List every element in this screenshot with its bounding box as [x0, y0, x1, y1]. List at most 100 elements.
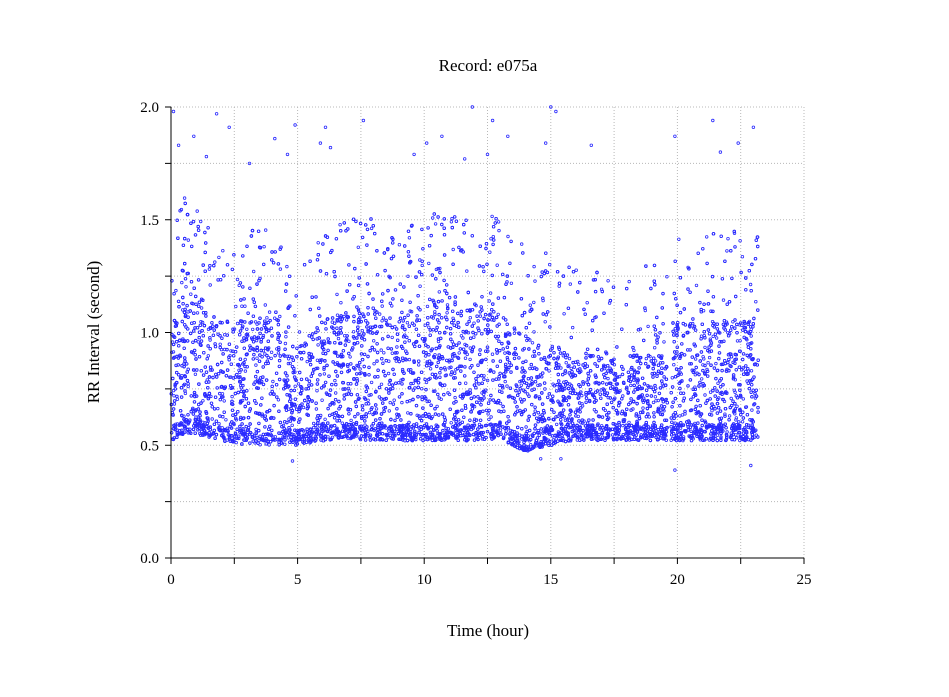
data-point: [579, 421, 583, 425]
data-point: [750, 408, 754, 412]
data-point: [532, 330, 536, 334]
data-point: [688, 362, 692, 366]
data-point: [513, 328, 517, 332]
data-point: [524, 425, 528, 429]
data-point: [693, 357, 698, 361]
data-point: [227, 375, 232, 379]
data-point: [229, 349, 233, 353]
data-point: [217, 422, 221, 426]
data-point: [316, 328, 320, 333]
data-point: [189, 292, 193, 296]
data-point: [453, 376, 457, 380]
data-point: [621, 394, 625, 398]
data-point: [367, 393, 371, 397]
data-point: [235, 321, 240, 326]
data-point: [489, 237, 493, 241]
data-point: [490, 214, 494, 219]
data-point: [733, 390, 737, 394]
data-point: [195, 311, 200, 315]
data-point: [740, 255, 745, 259]
data-point: [339, 301, 343, 305]
data-point: [193, 372, 198, 376]
data-point: [611, 371, 616, 376]
data-point: [568, 282, 572, 286]
data-point: [709, 413, 714, 417]
data-point: [381, 316, 386, 320]
data-point: [428, 367, 433, 371]
data-point: [703, 345, 707, 350]
data-point: [390, 351, 394, 355]
data-point: [465, 352, 469, 357]
data-point: [486, 412, 490, 416]
data-point: [738, 239, 742, 243]
data-point: [196, 340, 200, 344]
data-point: [334, 391, 338, 395]
data-point: [725, 430, 729, 434]
data-point: [407, 236, 412, 240]
data-point: [267, 443, 271, 447]
data-point: [664, 397, 668, 402]
data-point: [580, 404, 585, 408]
data-point: [444, 373, 449, 377]
data-point: [348, 355, 352, 359]
data-point: [594, 315, 598, 319]
data-point: [312, 425, 316, 430]
data-point: [691, 437, 695, 441]
data-point: [437, 290, 441, 294]
data-point: [169, 350, 174, 355]
data-point: [656, 398, 660, 403]
data-point: [449, 421, 453, 425]
data-point: [400, 400, 404, 405]
data-point: [388, 400, 392, 405]
data-point: [681, 438, 685, 443]
data-point: [335, 313, 340, 317]
data-point: [425, 399, 429, 404]
data-point: [555, 422, 559, 427]
data-point: [293, 384, 297, 388]
data-point: [561, 354, 565, 358]
data-point: [405, 321, 410, 325]
data-point: [617, 374, 622, 379]
data-point: [358, 367, 362, 371]
data-point: [716, 381, 720, 385]
data-point: [749, 369, 754, 373]
data-point: [206, 354, 210, 358]
data-point: [746, 423, 751, 427]
data-point: [731, 410, 736, 414]
data-point: [387, 382, 391, 386]
data-point: [496, 220, 501, 224]
data-point: [209, 394, 213, 399]
data-point: [463, 356, 468, 360]
data-point: [271, 379, 275, 384]
data-point: [506, 234, 510, 239]
data-point: [489, 415, 493, 419]
data-point: [420, 387, 424, 391]
data-point: [748, 282, 753, 287]
data-point: [488, 291, 493, 295]
data-point: [198, 219, 203, 224]
data-point: [606, 376, 610, 381]
data-point: [662, 409, 666, 413]
data-point: [714, 361, 718, 366]
data-point: [505, 355, 509, 360]
data-point: [192, 392, 197, 397]
data-point: [336, 336, 341, 341]
data-point: [406, 411, 410, 415]
data-point: [171, 388, 176, 393]
data-point: [542, 355, 547, 360]
data-point: [406, 274, 410, 278]
data-point: [681, 435, 686, 439]
data-point: [286, 361, 291, 366]
data-point: [592, 408, 597, 412]
data-point: [532, 300, 536, 305]
data-point: [703, 393, 707, 397]
data-point: [408, 309, 412, 313]
data-point: [599, 388, 603, 392]
data-point: [278, 314, 282, 319]
data-point: [301, 405, 306, 410]
data-point: [199, 306, 204, 310]
data-point: [547, 369, 551, 373]
data-point: [276, 351, 281, 355]
data-point: [322, 367, 326, 371]
data-point: [519, 379, 524, 383]
